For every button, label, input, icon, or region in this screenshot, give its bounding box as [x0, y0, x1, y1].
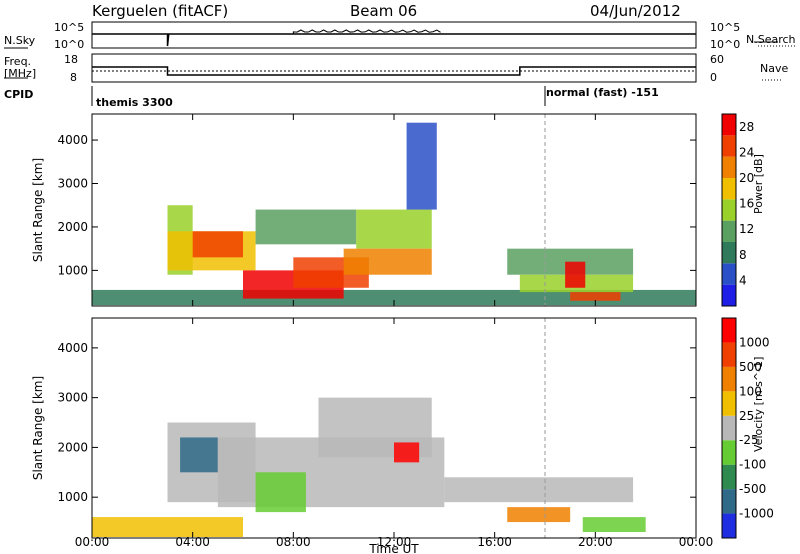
velocity-region-6	[255, 472, 306, 513]
xtick-label-6: 00:00	[679, 535, 714, 549]
cpid-program-2: normal (fast) -151	[546, 86, 659, 99]
nave-tick-top: 60	[710, 53, 724, 66]
power-region-7	[356, 209, 432, 249]
nsearch-label: N.Search	[746, 33, 796, 46]
nave-label: Nave	[760, 62, 789, 75]
nsearch-tick-top: 10^5	[710, 21, 741, 34]
velocity-ytick-label-1000: 1000	[57, 490, 88, 504]
power-region-4	[255, 209, 357, 245]
xtick-label-5: 20:00	[578, 535, 613, 549]
velocity-colorbar-segment-2	[722, 464, 736, 490]
nsky-tick-bottom: 10^0	[54, 38, 85, 51]
power-region-13	[570, 292, 621, 301]
freq-unit-label: [MHz]	[4, 67, 37, 80]
nsky-label: N.Sky	[4, 34, 36, 47]
power-region-3	[192, 231, 243, 258]
power-colorbar-tick-28: 28	[739, 120, 754, 134]
velocity-colorbar-tick-3: 25	[739, 409, 754, 423]
power-colorbar-segment-4	[722, 199, 736, 221]
nsearch-tick-bottom: 10^0	[710, 38, 741, 51]
velocity-colorbar-tick-6: -500	[739, 482, 766, 496]
power-colorbar-segment-7	[722, 135, 736, 157]
beam-label: Beam 06	[350, 2, 418, 20]
power-colorbar-segment-8	[722, 114, 736, 136]
velocity-ytick-label-4000: 4000	[57, 341, 88, 355]
power-ytick-label-2000: 2000	[57, 220, 88, 234]
x-axis-label: Time UT	[368, 542, 419, 554]
velocity-colorbar-segment-5	[722, 391, 736, 416]
power-ylabel: Slant Range [km]	[31, 158, 45, 262]
velocity-colorbar-tick-4: -25	[739, 433, 759, 447]
power-colorbar-segment-6	[722, 156, 736, 178]
nsky-trace	[92, 33, 696, 47]
power-colorbar-tick-4: 4	[739, 273, 747, 287]
velocity-colorbar-segment-6	[722, 366, 736, 392]
velocity-region-8	[507, 507, 571, 523]
velocity-region-9	[582, 517, 646, 533]
velocity-colorbar-segment-8	[722, 318, 736, 343]
power-ytick-label-1000: 1000	[57, 263, 88, 277]
power-colorbar-tick-8: 8	[739, 248, 747, 262]
cpid-program-1: themis 3300	[96, 96, 173, 109]
date-label: 04/Jun/2012	[590, 2, 681, 20]
xtick-label-0: 00:00	[75, 535, 110, 549]
power-colorbar-segment-3	[722, 220, 736, 242]
freq-trace	[92, 66, 696, 76]
power-colorbar-segment-5	[722, 178, 736, 200]
velocity-ytick-label-2000: 2000	[57, 440, 88, 454]
station-title: Kerguelen (fitACF)	[92, 2, 229, 20]
nsky-tick-top: 10^5	[54, 21, 85, 34]
velocity-colorbar-segment-4	[722, 415, 736, 441]
velocity-colorbar-segment-3	[722, 440, 736, 465]
velocity-ylabel: Slant Range [km]	[31, 376, 45, 480]
velocity-colorbar-segment-1	[722, 489, 736, 514]
power-colorbar-tick-12: 12	[739, 222, 754, 236]
power-colorbar-segment-2	[722, 242, 736, 264]
nsky-panel-frame	[91, 21, 697, 49]
velocity-ytick-label-3000: 3000	[57, 391, 88, 405]
velocity-colorbar-segment-0	[722, 513, 736, 538]
freq-panel-frame	[91, 53, 697, 83]
freq-tick-bottom: 8	[70, 71, 77, 84]
power-colorbar-segment-1	[722, 263, 736, 285]
velocity-colorbar-frame	[721, 317, 737, 539]
velocity-colorbar-tick-7: -1000	[739, 507, 774, 521]
power-colorbar-tick-16: 16	[739, 197, 754, 211]
power-region-9	[406, 122, 437, 210]
velocity-region-2	[180, 437, 218, 473]
xtick-label-4: 16:00	[477, 535, 512, 549]
cpid-label: CPID	[4, 88, 34, 101]
velocity-colorbar-tick-2: 100	[739, 384, 762, 398]
xtick-label-1: 04:00	[175, 535, 210, 549]
velocity-region-5	[394, 442, 420, 463]
power-ytick-label-3000: 3000	[57, 177, 88, 191]
nave-tick-bottom: 0	[710, 71, 717, 84]
velocity-region-0	[92, 517, 243, 538]
power-colorbar-segment-0	[722, 284, 736, 306]
freq-label: Freq.	[4, 55, 32, 68]
velocity-colorbar-tick-0: 1000	[739, 335, 770, 349]
power-ytick-label-4000: 4000	[57, 133, 88, 147]
power-region-8	[343, 248, 432, 275]
power-colorbar-tick-20: 20	[739, 171, 754, 185]
power-region-12	[565, 261, 586, 288]
velocity-colorbar-tick-1: 500	[739, 360, 762, 374]
velocity-colorbar-tick-5: -100	[739, 458, 766, 472]
xtick-label-2: 08:00	[276, 535, 311, 549]
velocity-region-7	[444, 477, 634, 503]
power-colorbar-frame	[721, 113, 737, 307]
power-colorbar-tick-24: 24	[739, 145, 754, 159]
xtick-label-3: 12:00	[377, 535, 412, 549]
velocity-colorbar-segment-7	[722, 342, 736, 367]
nsky-noise-trace	[292, 29, 441, 34]
freq-tick-top: 18	[64, 53, 78, 66]
